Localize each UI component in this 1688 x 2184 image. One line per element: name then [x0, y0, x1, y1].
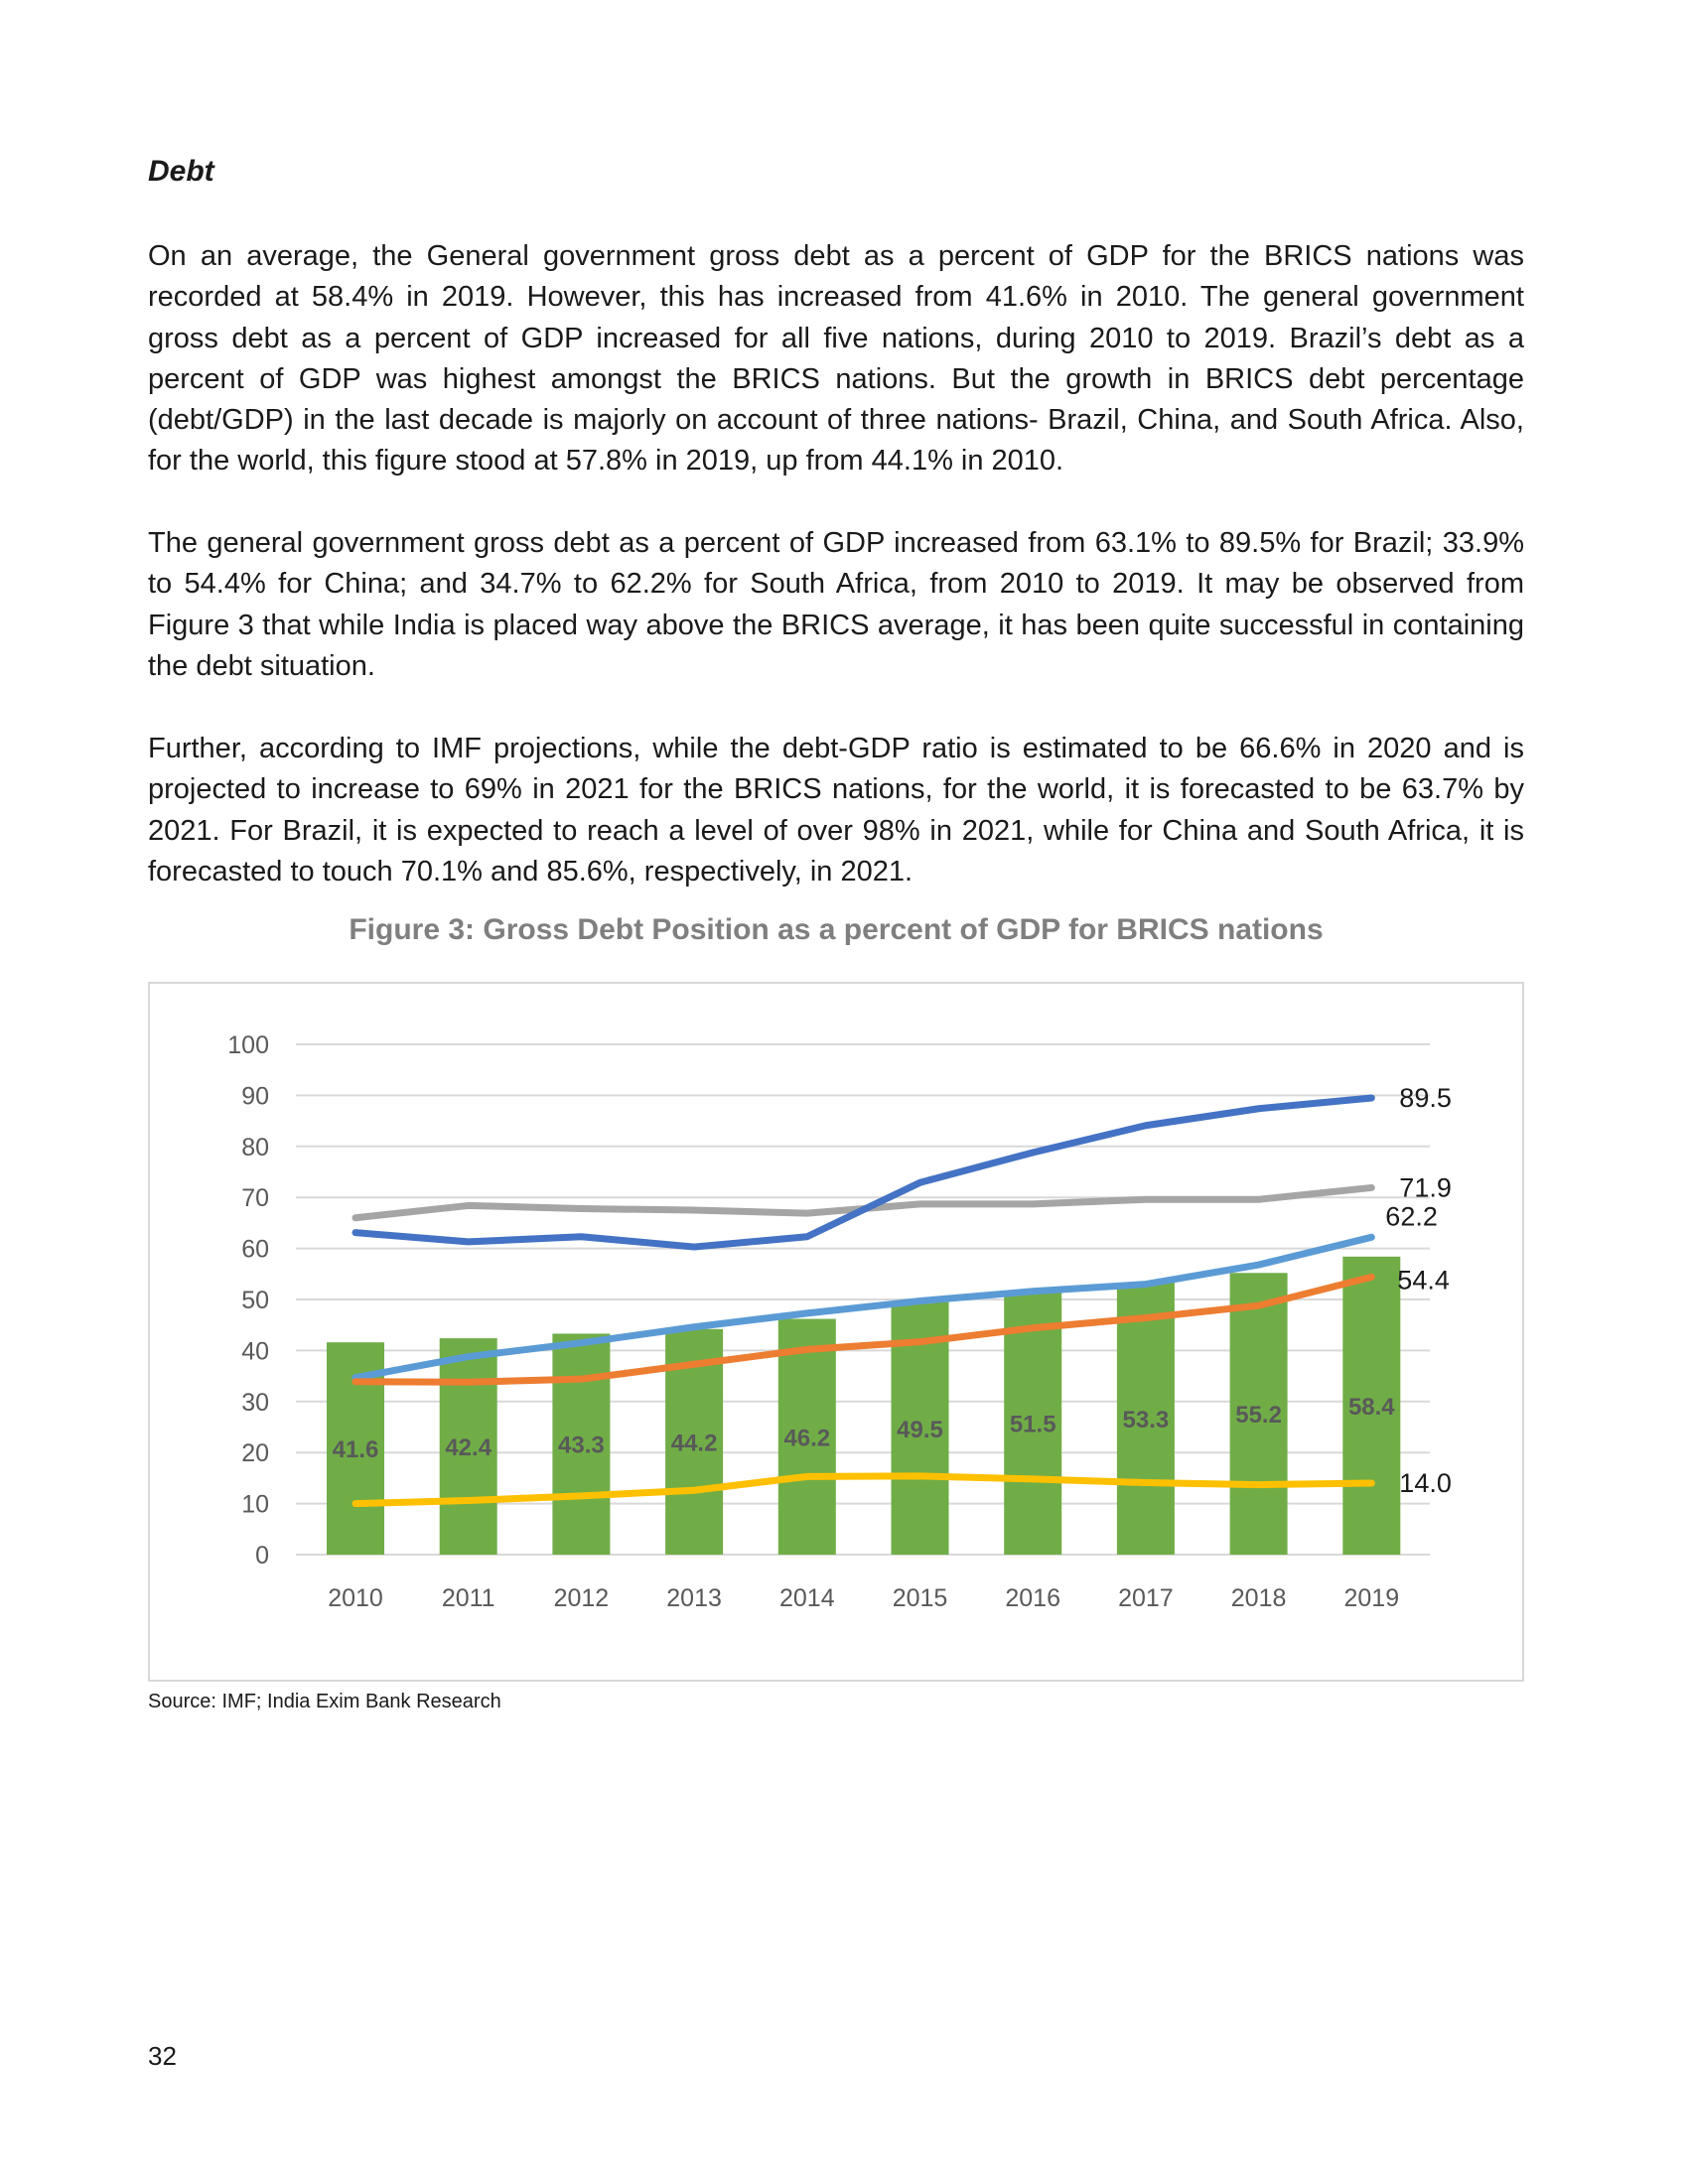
bar-data-label: 49.5: [897, 1417, 943, 1443]
page-number: 32: [148, 2041, 177, 2071]
bar: [1229, 1273, 1288, 1555]
x-tick-label: 2019: [1343, 1584, 1399, 1612]
y-tick-label: 10: [241, 1491, 269, 1519]
chart: 0 10 20 30 40 50 60 70 80 90 100 2010 2011 2012 2013 20…: [148, 982, 1524, 1682]
y-tick-label: 30: [241, 1389, 269, 1417]
y-tick-label: 90: [241, 1082, 269, 1110]
bar: [439, 1338, 497, 1555]
x-tick-label: 2018: [1231, 1584, 1287, 1612]
figure-title: Figure 3: Gross Debt Position as a perce…: [349, 913, 1324, 946]
chart-svg: 0 10 20 30 40 50 60 70 80 90 100 2010 2011 2012 2013 20…: [227, 1031, 1452, 1612]
source-note: Source: IMF; India Exim Bank Research: [148, 1691, 501, 1712]
bar: [1004, 1292, 1062, 1555]
y-tick-label: 50: [241, 1287, 269, 1314]
paragraph-2: The general government gross debt as a p…: [148, 527, 1524, 682]
y-tick-label: 60: [241, 1236, 269, 1264]
bar-data-label: 41.6: [333, 1436, 379, 1463]
paragraph-1: On an average, the General government gr…: [148, 240, 1524, 478]
bar-data-label: 58.4: [1348, 1394, 1395, 1421]
x-tick-label: 2011: [442, 1584, 495, 1612]
bar-data-label: 42.4: [445, 1434, 492, 1461]
paragraph-3: Further, according to IMF projections, w…: [148, 733, 1524, 887]
bar-data-label: 43.3: [558, 1433, 605, 1459]
bar-data-label: 46.2: [783, 1425, 830, 1451]
bar-data-label: 44.2: [671, 1430, 718, 1456]
x-tick-label: 2014: [779, 1584, 835, 1612]
y-tick-label: 100: [227, 1031, 269, 1059]
y-tick-label: 0: [255, 1542, 269, 1570]
y-tick-label: 70: [241, 1184, 269, 1212]
bar-data-label: 51.5: [1010, 1412, 1056, 1438]
bar-data-label: 53.3: [1123, 1407, 1170, 1433]
bar: [552, 1333, 611, 1555]
series-line: [352, 1233, 1375, 1382]
x-tick-label: 2012: [554, 1584, 610, 1612]
bar-data-label: 55.2: [1235, 1402, 1282, 1429]
section-heading: Debt: [148, 155, 214, 188]
x-tick-label: 2013: [666, 1584, 722, 1612]
bar: [777, 1318, 836, 1555]
series-end-label: 62.2: [1385, 1201, 1438, 1231]
series-end-label: 71.9: [1399, 1172, 1452, 1202]
x-tick-label: 2016: [1005, 1584, 1060, 1612]
series-line: [352, 1273, 1375, 1386]
bar: [1116, 1283, 1175, 1555]
series-end-label: 54.4: [1397, 1265, 1450, 1295]
y-tick-label: 80: [241, 1134, 269, 1161]
series-line: [352, 1094, 1375, 1251]
series-end-label: 89.5: [1399, 1083, 1452, 1113]
x-tick-label: 2015: [893, 1584, 948, 1612]
bar: [1342, 1256, 1401, 1555]
x-tick-label: 2010: [328, 1584, 383, 1612]
series-end-label: 14.0: [1399, 1468, 1452, 1498]
y-tick-label: 40: [241, 1337, 269, 1365]
series-line: [352, 1472, 1375, 1508]
x-tick-label: 2017: [1118, 1584, 1174, 1612]
y-tick-label: 20: [241, 1439, 269, 1467]
